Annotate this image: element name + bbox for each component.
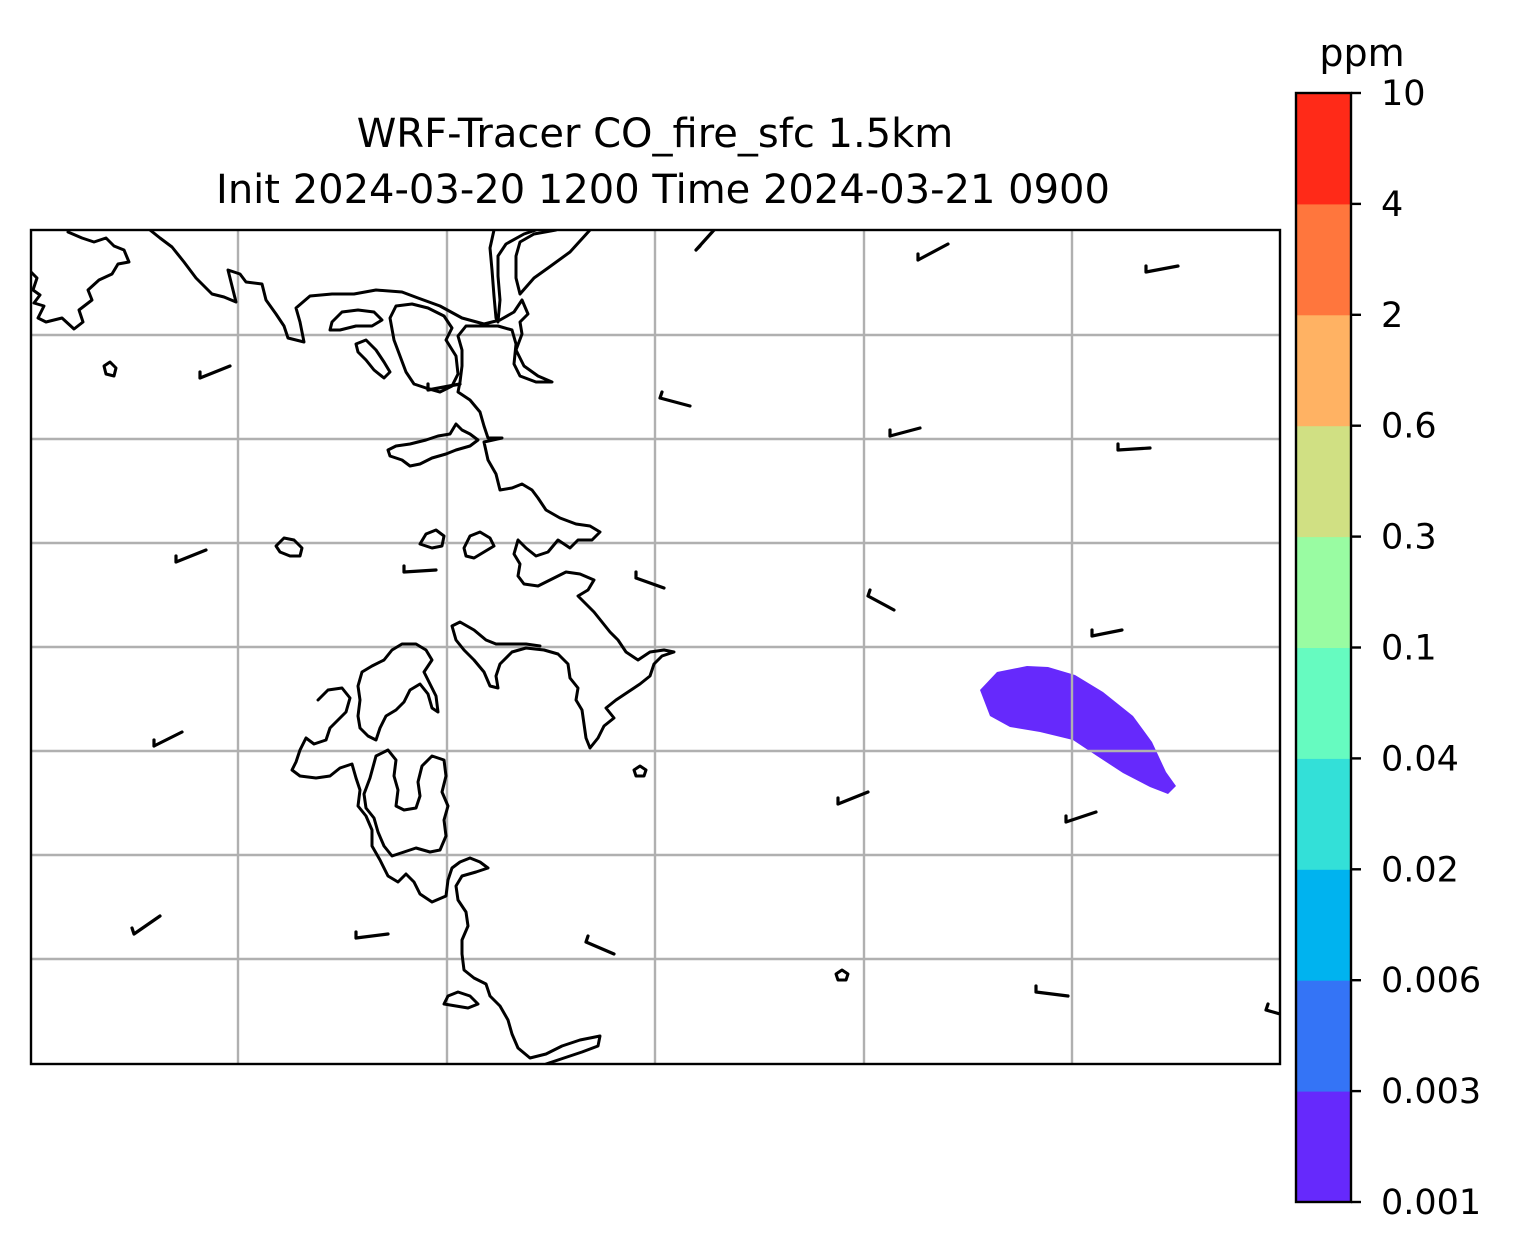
coastline [362,748,450,858]
wind-barb [916,242,950,262]
wind-barb [402,564,438,574]
co-plume [980,666,1176,794]
coastline [102,360,118,378]
wind-barb [1116,442,1152,452]
wind-barb [1064,810,1098,824]
coastline [442,990,480,1010]
map-frame [29,228,1282,1066]
coastline [462,530,496,560]
coastline [488,230,538,324]
coastline [514,230,592,296]
wind-barb [866,588,896,612]
wind-barb [1034,984,1070,998]
colorbar-tick-label: 0.001 [1381,1183,1481,1223]
coastline [31,230,131,331]
wind-barb [354,930,390,940]
colorbar-band [1296,314,1351,427]
coastline [354,338,392,380]
wind-barb [658,390,692,408]
graticule [31,230,1280,1064]
colorbar-band [1296,536,1351,648]
colorbar-tick-label: 0.02 [1381,850,1459,890]
wind-barbs [130,230,1280,1016]
colorbar-unit-label: ppm [1319,31,1404,75]
wind-barb [174,548,208,564]
coastlines [31,230,850,1064]
colorbar-band [1296,758,1351,870]
colorbar-band [1296,93,1351,205]
colorbar-tick-label: 2 [1381,296,1403,336]
colorbar-band [1296,869,1351,981]
colorbar-band [1296,980,1351,1092]
wind-barb [836,790,870,806]
coastline [388,302,460,394]
colorbar: ppm 0.001 0.003 0.006 0.02 0.04 0.1 0.3 0.6 2 4 10 [1294,31,1481,1223]
coastline [274,536,304,558]
coastline [328,308,384,332]
colorbar-band [1296,647,1351,759]
map-panel [29,228,1282,1066]
wind-barb [1264,1002,1280,1016]
wind-barb [1090,628,1124,638]
colorbar-tick-label: 0.3 [1381,518,1437,558]
coastline [632,764,648,778]
coastline [418,528,446,550]
colorbar-tick-label: 10 [1381,74,1426,114]
coastline [148,230,676,750]
colorbar-tick-label: 0.6 [1381,407,1437,447]
colorbar-band [1296,1091,1351,1203]
wind-barb [130,914,162,936]
colorbar-frame [1294,91,1353,1204]
wind-barb [584,934,616,956]
colorbar-band [1296,203,1351,316]
colorbar-ticks: 0.001 0.003 0.006 0.02 0.04 0.1 0.3 0.6 2 4 10 [1351,74,1481,1223]
coastline [356,642,440,742]
map-title-line2: Init 2024-03-20 1200 Time 2024-03-21 090… [216,167,1110,213]
colorbar-tick-label: 0.006 [1381,961,1481,1001]
wind-barb [152,730,184,748]
wind-barb [888,426,922,438]
colorbar-tick-label: 4 [1381,185,1403,225]
wind-barb [426,382,462,392]
wind-barb [694,230,716,252]
wind-barb [634,570,666,590]
coastline [386,422,480,468]
colorbar-tick-label: 0.1 [1381,629,1437,669]
wind-barb [198,364,232,380]
wind-barb [1144,264,1180,274]
coastline [290,686,602,1064]
colorbar-tick-label: 0.04 [1381,739,1459,779]
colorbar-tick-label: 0.003 [1381,1072,1481,1112]
map-title-line1: WRF-Tracer CO_fire_sfc 1.5km [357,111,954,157]
colorbar-band [1296,425,1351,538]
coastline [834,968,850,982]
colorbar-bands [1296,93,1351,1203]
